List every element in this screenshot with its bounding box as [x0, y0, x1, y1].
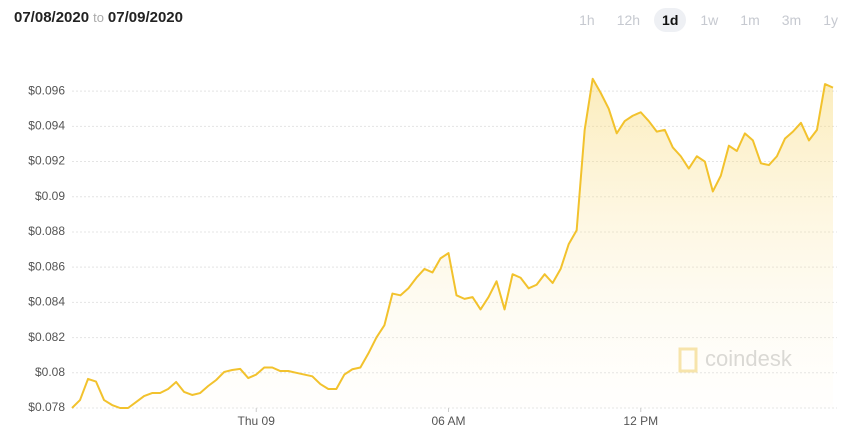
y-tick-label: $0.09	[35, 189, 65, 203]
range-button[interactable]: 1d	[654, 8, 687, 32]
x-tick-label: 12 PM	[623, 414, 658, 428]
y-tick-label: $0.094	[28, 119, 65, 133]
y-tick-label: $0.082	[28, 330, 65, 344]
range-selector: 1h 12h 1d 1w 1m 3m 1y	[571, 8, 846, 32]
range-button[interactable]: 1y	[823, 12, 838, 28]
date-to: 07/09/2020	[107, 9, 183, 26]
y-tick-label: $0.084	[28, 295, 65, 309]
y-tick-label: $0.096	[28, 83, 65, 97]
y-tick-label: $0.092	[28, 154, 65, 168]
range-button[interactable]: 1h	[579, 12, 595, 28]
date-range: 07/08/2020 to 07/09/2020	[14, 9, 183, 26]
y-tick-label: $0.088	[28, 224, 65, 238]
y-tick-label: $0.086	[28, 259, 65, 273]
range-button[interactable]: 1m	[740, 12, 760, 28]
x-tick-label: 06 AM	[431, 414, 465, 428]
date-from: 07/08/2020	[14, 9, 90, 26]
range-button[interactable]: 1w	[700, 12, 719, 28]
y-tick-label: $0.08	[35, 365, 65, 379]
x-tick-label: Thu 09	[238, 414, 276, 428]
date-joiner: to	[93, 10, 104, 25]
line	[71, 77, 834, 409]
range-button[interactable]: 12h	[616, 12, 641, 28]
area	[72, 78, 833, 408]
range-button[interactable]: 3m	[781, 12, 802, 28]
y-tick-label: $0.078	[28, 400, 65, 414]
